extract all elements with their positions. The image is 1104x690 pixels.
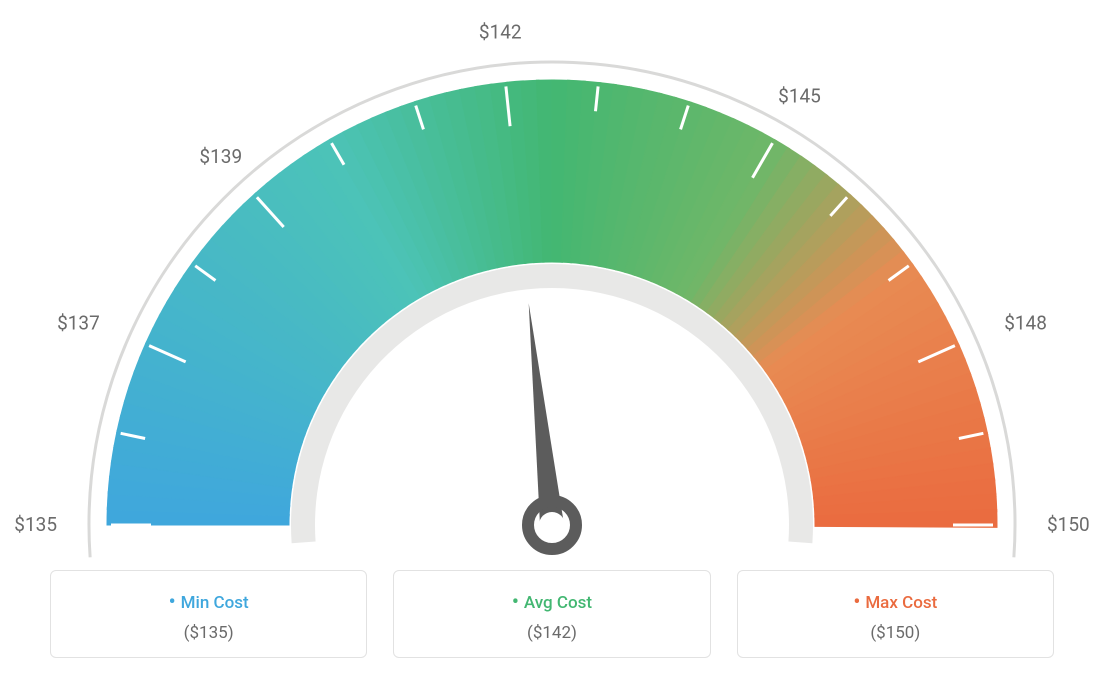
max-cost-card: Max Cost ($150) xyxy=(737,570,1054,658)
gauge-chart: $135 $137 $139 $142 $145 $148 $150 xyxy=(0,0,1104,560)
avg-cost-card: Avg Cost ($142) xyxy=(393,570,710,658)
svg-text:$139: $139 xyxy=(199,145,242,168)
min-cost-value: ($135) xyxy=(63,623,354,643)
max-cost-label: Max Cost xyxy=(750,589,1041,613)
svg-text:$137: $137 xyxy=(57,312,100,335)
svg-text:$135: $135 xyxy=(14,513,57,536)
max-cost-value: ($150) xyxy=(750,623,1041,643)
svg-text:$145: $145 xyxy=(778,84,821,107)
legend-cards: Min Cost ($135) Avg Cost ($142) Max Cost… xyxy=(0,570,1104,658)
min-cost-card: Min Cost ($135) xyxy=(50,570,367,658)
min-cost-label: Min Cost xyxy=(63,589,354,613)
svg-text:$148: $148 xyxy=(1004,312,1047,335)
svg-text:$142: $142 xyxy=(479,21,522,44)
avg-cost-label: Avg Cost xyxy=(406,589,697,613)
gauge-svg: $135 $137 $139 $142 $145 $148 $150 xyxy=(0,0,1104,560)
svg-text:$150: $150 xyxy=(1047,513,1090,536)
avg-cost-value: ($142) xyxy=(406,623,697,643)
